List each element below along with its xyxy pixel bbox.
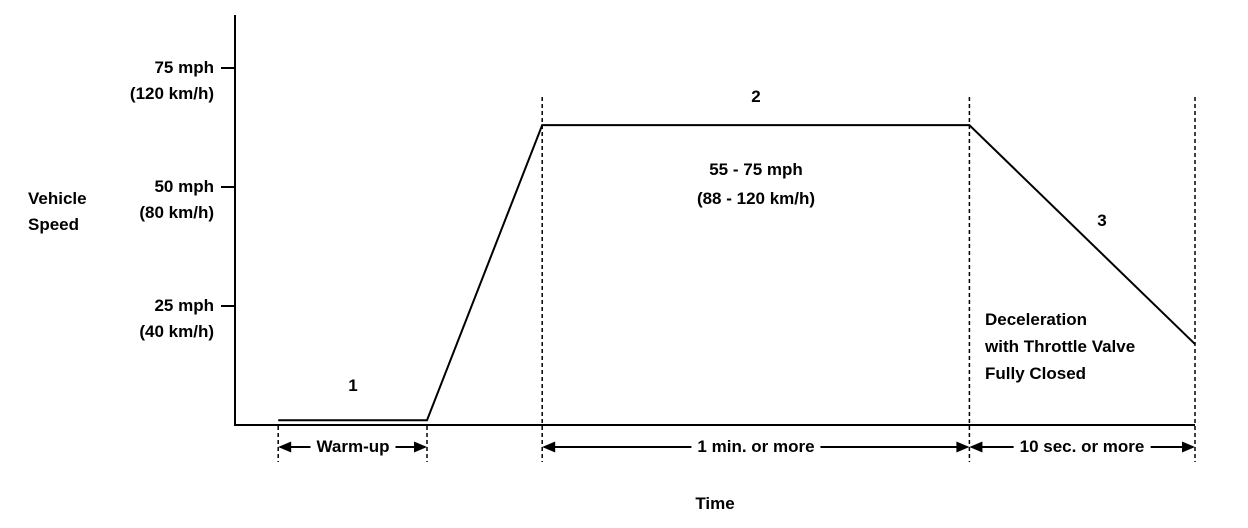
y-axis-label-line1: Vehicle [28,189,87,208]
speed-profile-line [278,124,1196,422]
phase-2-number: 2 [751,87,761,106]
decel-duration-label: 10 sec. or more [1013,437,1151,457]
plateau-speed-kmh: (88 - 120 km/h) [696,189,816,208]
y-axis-label-line2: Speed [28,215,80,234]
y-tick-label-50mph: 50 mph (80 km/h) [139,174,214,226]
arrow-head-left-icon [278,441,292,453]
y-tick-50-kmh: (80 km/h) [139,203,214,222]
phase-1-number: 1 [348,376,358,395]
y-tick-label-25mph: 25 mph (40 km/h) [139,293,214,345]
deceleration-annotation-line2: with Throttle Valve [985,337,1136,356]
deceleration-annotation: Deceleration with Throttle Valve Fully C… [985,306,1135,387]
phase-3-number: 3 [1097,211,1107,230]
deceleration-annotation-line1: Deceleration [985,310,1088,329]
y-tick-50-mph: 50 mph [154,177,214,196]
axis-lines [234,15,1195,426]
plateau-speed-annotation: 55 - 75 mph (88 - 120 km/h) [697,155,815,213]
y-tick-75-mph: 75 mph [154,58,214,77]
y-tick-25-mph: 25 mph [154,296,214,315]
deceleration-annotation-line3: Fully Closed [985,364,1087,383]
arrow-head-right-icon [1182,441,1195,453]
y-tick-label-75mph: 75 mph (120 km/h) [130,55,214,107]
arrow-head-right-icon [956,441,970,453]
y-tick-75-kmh: (120 km/h) [129,84,214,103]
y-axis-label: Vehicle Speed [28,186,87,238]
arrow-head-right-icon [414,441,427,453]
warmup-span-label: Warm-up [310,437,396,457]
plateau-speed-mph: 55 - 75 mph [709,160,803,179]
cruise-duration-label: 1 min. or more [691,437,821,457]
x-axis-label: Time [695,494,735,513]
y-tick-25-kmh: (40 km/h) [139,322,214,341]
arrow-head-left-icon [969,441,983,453]
arrow-head-left-icon [542,441,556,453]
